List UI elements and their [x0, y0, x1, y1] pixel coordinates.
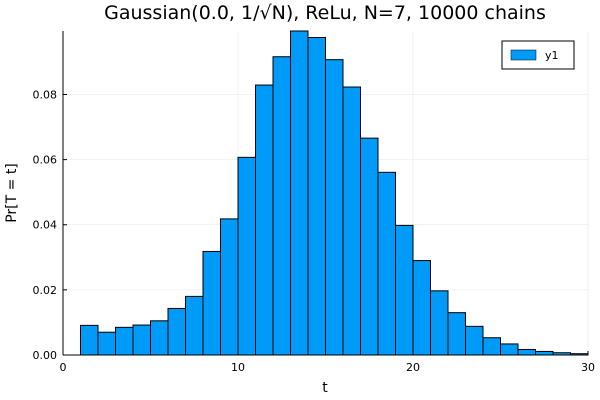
histogram-bar	[360, 137, 379, 356]
histogram-bar	[342, 86, 361, 356]
histogram-bar	[80, 324, 99, 356]
histogram-bar	[412, 260, 431, 356]
y-axis-label: Pr[T = t]	[4, 163, 20, 223]
histogram-bar	[202, 250, 221, 356]
histogram-bar	[307, 37, 326, 356]
histogram-bar	[255, 84, 274, 356]
histogram-bar	[325, 59, 344, 356]
histogram-bar	[237, 156, 256, 356]
bar-series	[80, 30, 589, 356]
histogram-bar	[482, 337, 501, 356]
legend: y1	[501, 40, 575, 70]
axes	[62, 31, 589, 356]
y-tick-label: 0.04	[33, 219, 58, 232]
histogram-bar	[535, 350, 554, 356]
histogram-bar	[290, 30, 309, 356]
x-axis-label: t	[322, 380, 328, 396]
histogram-bar	[97, 331, 116, 356]
y-tick-label: 0.02	[33, 284, 58, 297]
histogram-bar	[395, 224, 414, 356]
histogram-bar	[150, 320, 169, 356]
histogram-bar	[430, 290, 449, 356]
chart-title: Gaussian(0.0, 1/√N), ReLu, N=7, 10000 ch…	[104, 2, 546, 24]
y-tick-label: 0.00	[33, 349, 58, 362]
y-tick-label: 0.06	[33, 154, 58, 167]
histogram-bar	[517, 348, 536, 356]
histogram-bar	[220, 218, 239, 356]
histogram-bar	[447, 312, 466, 356]
histogram-bar	[500, 343, 519, 356]
legend-swatch	[510, 49, 537, 61]
x-tick-label: 10	[231, 361, 245, 374]
y-tick-label: 0.08	[33, 88, 58, 101]
legend-label: y1	[545, 49, 559, 62]
tick-labels: 0 10 20 30 0.00 0.02 0.04 0.06 0.08	[33, 88, 596, 374]
x-tick-label: 30	[581, 361, 595, 374]
histogram-bar	[377, 171, 396, 356]
x-tick-label: 20	[406, 361, 420, 374]
histogram-bar	[115, 326, 134, 356]
histogram-bar	[167, 307, 186, 356]
histogram-bar	[132, 324, 151, 356]
histogram-bar	[185, 295, 204, 356]
histogram-bar	[272, 56, 291, 356]
x-tick-label: 0	[60, 361, 67, 374]
histogram-bar	[465, 325, 484, 356]
